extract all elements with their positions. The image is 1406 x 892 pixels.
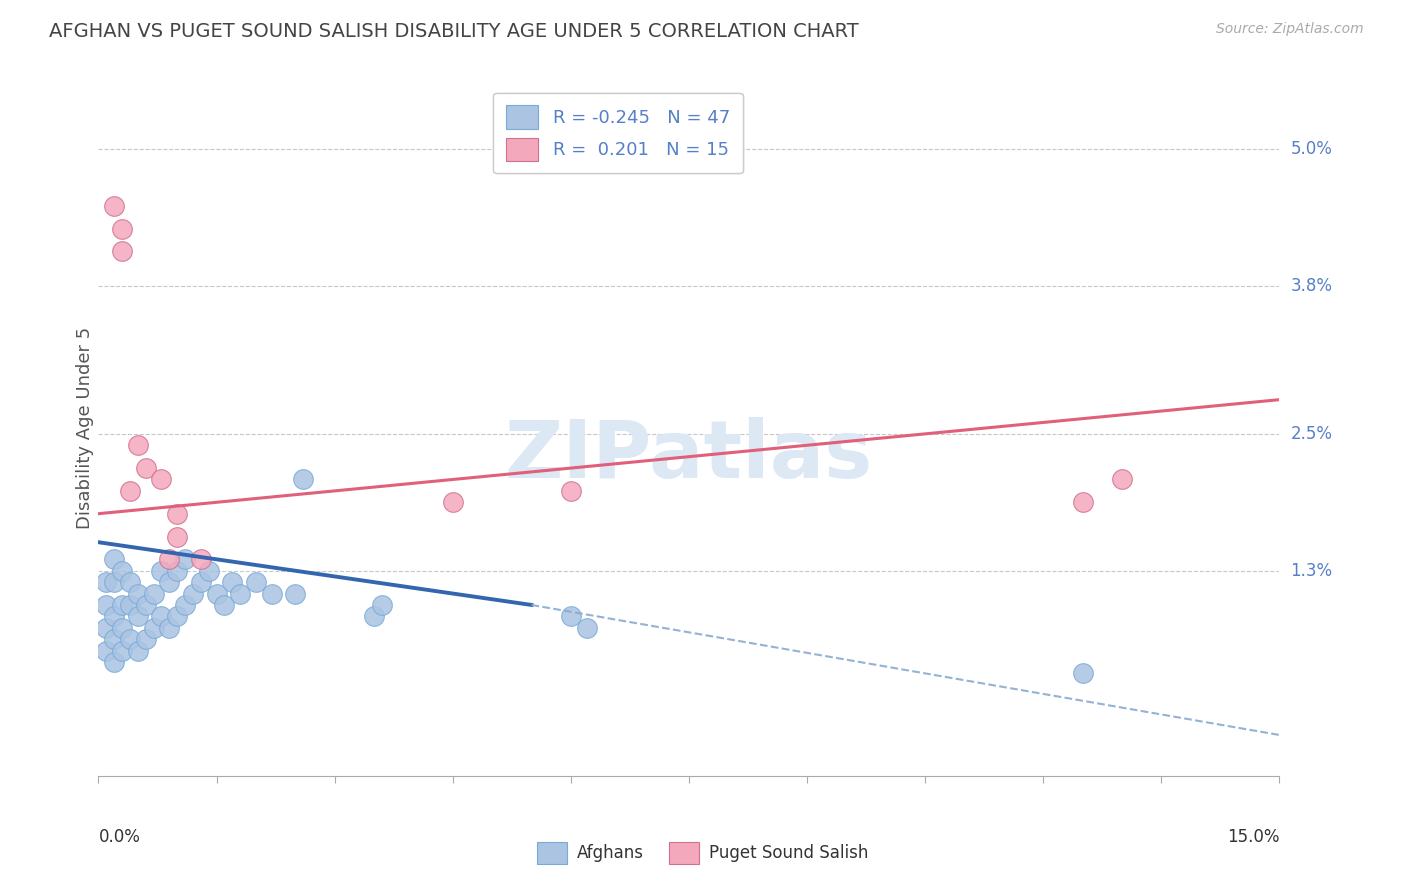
- Point: [181, 586, 204, 600]
- Point: [575, 621, 598, 635]
- Point: [166, 609, 188, 624]
- Text: AFGHAN VS PUGET SOUND SALISH DISABILITY AGE UNDER 5 CORRELATION CHART: AFGHAN VS PUGET SOUND SALISH DISABILITY …: [49, 22, 859, 41]
- Point: [1071, 495, 1094, 509]
- Point: [127, 643, 149, 657]
- Text: 0.0%: 0.0%: [98, 828, 141, 847]
- Point: [284, 586, 307, 600]
- Point: [111, 221, 134, 235]
- Point: [103, 609, 125, 624]
- Point: [103, 632, 125, 647]
- Point: [103, 655, 125, 669]
- Point: [150, 473, 173, 487]
- Point: [150, 609, 173, 624]
- Point: [157, 621, 180, 635]
- Point: [190, 552, 212, 566]
- Point: [111, 244, 134, 259]
- Point: [157, 575, 180, 590]
- Point: [166, 507, 188, 521]
- Point: [96, 575, 118, 590]
- Y-axis label: Disability Age Under 5: Disability Age Under 5: [76, 327, 94, 529]
- Point: [363, 609, 385, 624]
- Point: [174, 598, 197, 612]
- Text: 15.0%: 15.0%: [1227, 828, 1279, 847]
- Point: [245, 575, 267, 590]
- Point: [111, 598, 134, 612]
- Point: [205, 586, 228, 600]
- Point: [1071, 666, 1094, 681]
- Point: [197, 564, 219, 578]
- Point: [560, 609, 582, 624]
- Point: [96, 643, 118, 657]
- Text: 1.3%: 1.3%: [1291, 562, 1333, 580]
- Legend: R = -0.245   N = 47, R =  0.201   N = 15: R = -0.245 N = 47, R = 0.201 N = 15: [494, 93, 742, 174]
- Text: ZIPatlas: ZIPatlas: [505, 417, 873, 495]
- Point: [214, 598, 236, 612]
- Text: Source: ZipAtlas.com: Source: ZipAtlas.com: [1216, 22, 1364, 37]
- Point: [142, 621, 165, 635]
- Point: [190, 575, 212, 590]
- Point: [174, 552, 197, 566]
- Point: [118, 632, 141, 647]
- Point: [103, 199, 125, 213]
- Point: [111, 621, 134, 635]
- Point: [118, 575, 141, 590]
- Point: [118, 483, 141, 498]
- Legend: Afghans, Puget Sound Salish: Afghans, Puget Sound Salish: [530, 836, 876, 871]
- Point: [127, 438, 149, 452]
- Point: [135, 461, 157, 475]
- Point: [127, 609, 149, 624]
- Point: [142, 586, 165, 600]
- Point: [1111, 473, 1133, 487]
- Point: [127, 586, 149, 600]
- Point: [229, 586, 252, 600]
- Point: [166, 564, 188, 578]
- Point: [111, 643, 134, 657]
- Point: [150, 564, 173, 578]
- Point: [135, 632, 157, 647]
- Point: [292, 473, 315, 487]
- Point: [135, 598, 157, 612]
- Text: 5.0%: 5.0%: [1291, 140, 1333, 158]
- Point: [221, 575, 243, 590]
- Point: [103, 552, 125, 566]
- Point: [371, 598, 394, 612]
- Point: [157, 552, 180, 566]
- Point: [111, 564, 134, 578]
- Point: [118, 598, 141, 612]
- Point: [103, 575, 125, 590]
- Point: [96, 621, 118, 635]
- Text: 2.5%: 2.5%: [1291, 425, 1333, 442]
- Point: [560, 483, 582, 498]
- Point: [441, 495, 464, 509]
- Point: [260, 586, 283, 600]
- Text: 3.8%: 3.8%: [1291, 277, 1333, 294]
- Point: [96, 598, 118, 612]
- Point: [166, 529, 188, 543]
